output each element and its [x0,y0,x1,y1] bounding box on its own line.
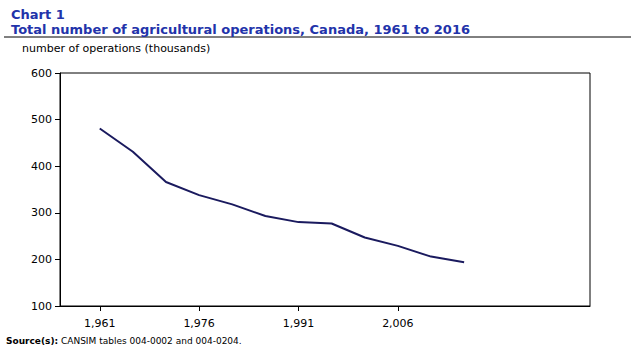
svg-text:Total number of agricultural o: Total number of agricultural operations,… [11,22,470,37]
svg-text:CANSIM tables 004-0002 and 004: CANSIM tables 004-0002 and 004-0204. [58,336,242,346]
svg-text:500: 500 [31,113,52,126]
svg-text:100: 100 [31,300,52,313]
svg-text:Chart 1: Chart 1 [11,7,65,22]
svg-text:600: 600 [31,67,52,80]
svg-text:1,961: 1,961 [84,317,116,330]
svg-text:200: 200 [31,253,52,266]
svg-text:400: 400 [31,160,52,173]
svg-text:1,976: 1,976 [183,317,215,330]
svg-text:300: 300 [31,206,52,219]
svg-text:Source(s):: Source(s): [6,336,58,346]
svg-text:2,006: 2,006 [382,317,414,330]
svg-text:1,991: 1,991 [283,317,315,330]
svg-text:number of operations (thousand: number of operations (thousands) [22,42,210,55]
